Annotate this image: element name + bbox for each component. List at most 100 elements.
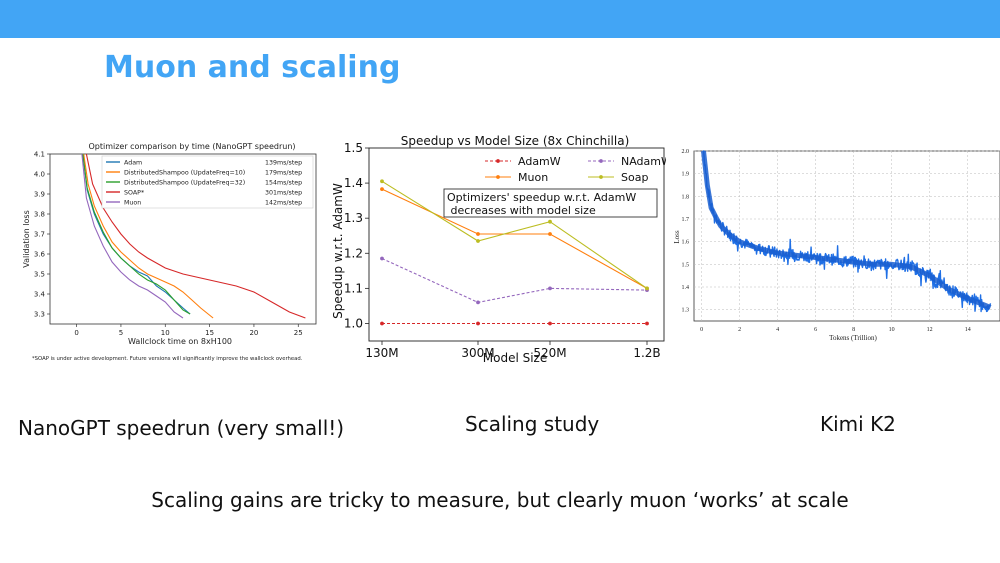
y-tick-label: 3.8 xyxy=(34,211,45,219)
caption-scaling-study: Scaling study xyxy=(465,412,600,436)
annotation-line-2: decreases with model size xyxy=(447,204,596,217)
y-tick-label: 1.5 xyxy=(344,141,363,155)
data-point xyxy=(380,321,384,326)
x-tick-label: 6 xyxy=(814,327,817,333)
y-tick-label: 3.7 xyxy=(34,231,45,239)
x-tick-label: 20 xyxy=(249,329,258,337)
y-tick-label: 1.4 xyxy=(682,285,690,291)
y-tick-label: 3.3 xyxy=(34,311,45,319)
x-tick-label: 10 xyxy=(889,327,895,333)
y-tick-label: 1.3 xyxy=(682,308,690,314)
legend-label: DistributedShampoo (UpdateFreq=32) xyxy=(124,180,245,187)
kimi-figure: 1.3 1.4 1.5 1.6 1.7 1.8 1.9 2.0 0 2 4 6 8 10 12 14 Tok… xyxy=(672,146,1000,346)
data-point xyxy=(548,232,552,236)
legend-step-time: 179ms/step xyxy=(265,170,302,177)
legend-label: Muon xyxy=(124,200,141,207)
x-axis-label: Wallclock time on 8xH100 xyxy=(128,337,232,346)
y-tick-label: 1.5 xyxy=(682,262,690,268)
data-point xyxy=(380,187,384,191)
series-line xyxy=(85,153,306,319)
y-tick-label: 3.5 xyxy=(34,271,45,279)
legend-marker xyxy=(599,175,603,179)
annotation-line-1: Optimizers' speedup w.r.t. AdamW xyxy=(447,191,636,204)
x-tick-label: 1.2B xyxy=(633,346,660,360)
legend-step-time: 142ms/step xyxy=(265,200,302,207)
series-line xyxy=(381,257,648,303)
y-tick-label: 1.1 xyxy=(344,281,363,295)
x-tick-label: 4 xyxy=(776,327,779,333)
series-line xyxy=(81,153,184,319)
legend-label: DistributedShampoo (UpdateFreq=10) xyxy=(124,170,245,177)
legend-marker xyxy=(496,159,500,163)
plot-frame xyxy=(368,147,665,342)
slide-footer: Scaling gains are tricky to measure, but… xyxy=(151,488,849,512)
y-tick-label: 4.1 xyxy=(34,151,45,159)
scaling-chart: Speedup vs Model Size (8x Chinchilla) 1.… xyxy=(331,134,666,365)
x-tick-label: 130M xyxy=(365,346,398,360)
y-tick-label: 2.0 xyxy=(682,149,690,155)
nanogpt-figure: Optimizer comparison by time (NanoGPT sp… xyxy=(20,138,320,364)
y-tick-label: 3.9 xyxy=(34,191,45,199)
x-axis-label: Model Size xyxy=(483,351,547,365)
y-tick-label: 1.9 xyxy=(682,172,690,178)
x-tick-label: 2 xyxy=(738,327,741,333)
x-tick-label: 8 xyxy=(852,327,855,333)
legend-label: NAdamW xyxy=(621,155,666,168)
legend-marker xyxy=(496,175,500,179)
legend-step-time: 301ms/step xyxy=(265,190,302,197)
annotation-box: Optimizers' speedup w.r.t. AdamW decreas… xyxy=(443,188,658,218)
legend-label: Soap xyxy=(621,171,648,184)
y-tick-label: 1.0 xyxy=(344,316,363,330)
y-tick-label: 3.6 xyxy=(34,251,46,259)
legend-step-time: 154ms/step xyxy=(265,180,302,187)
x-tick-label: 5 xyxy=(119,329,123,337)
chart-title: Optimizer comparison by time (NanoGPT sp… xyxy=(88,142,295,151)
x-tick-label: 0 xyxy=(700,327,703,333)
legend-label: SOAP* xyxy=(124,190,144,197)
slide-title: Muon and scaling xyxy=(104,50,401,85)
loss-curve xyxy=(701,150,992,310)
chart-title: Speedup vs Model Size (8x Chinchilla) xyxy=(401,134,630,148)
legend-label: AdamW xyxy=(518,155,561,168)
x-axis-label: Tokens (Trillion) xyxy=(829,334,877,342)
data-point xyxy=(380,256,384,261)
legend-label: Adam xyxy=(124,160,142,167)
footnote: *SOAP is under active development. Futur… xyxy=(32,356,303,362)
y-tick-label: 1.2 xyxy=(344,246,363,260)
caption-kimi: Kimi K2 xyxy=(820,412,896,436)
y-tick-label: 3.4 xyxy=(34,291,46,299)
y-axis-label: Loss xyxy=(673,230,681,244)
series-line xyxy=(82,153,191,315)
data-point xyxy=(380,179,384,184)
legend-box xyxy=(101,155,314,209)
legend-marker xyxy=(599,159,603,163)
y-tick-label: 1.6 xyxy=(682,240,690,246)
x-tick-label: 12 xyxy=(927,327,933,333)
data-point xyxy=(548,321,552,326)
y-tick-label: 1.4 xyxy=(344,176,363,190)
caption-nanogpt: NanoGPT speedrun (very small!) xyxy=(18,416,345,440)
data-point xyxy=(476,239,480,243)
x-tick-label: 0 xyxy=(74,329,78,337)
data-point xyxy=(548,286,552,291)
x-tick-label: 14 xyxy=(965,327,971,333)
kimi-chart: 1.3 1.4 1.5 1.6 1.7 1.8 1.9 2.0 0 2 4 6 8 10 12 14 Tok… xyxy=(673,149,1000,342)
legend-label: Muon xyxy=(518,171,548,184)
data-point xyxy=(476,300,480,305)
data-point xyxy=(548,219,552,224)
y-tick-label: 4.0 xyxy=(34,171,45,179)
series-line xyxy=(381,180,648,289)
top-accent-bar xyxy=(0,0,1000,38)
y-tick-label: 1.7 xyxy=(682,217,690,223)
plot-frame xyxy=(49,153,317,325)
nanogpt-chart: Optimizer comparison by time (NanoGPT sp… xyxy=(22,142,317,362)
x-tick-label: 15 xyxy=(205,329,214,337)
y-tick-label: 1.3 xyxy=(344,211,363,225)
series-line xyxy=(83,153,214,319)
legend-step-time: 139ms/step xyxy=(265,160,302,167)
x-tick-label: 300M xyxy=(461,346,494,360)
x-tick-label: 520M xyxy=(533,346,566,360)
data-point xyxy=(645,321,649,326)
y-axis-label: Validation loss xyxy=(22,210,31,268)
data-point xyxy=(476,321,480,326)
